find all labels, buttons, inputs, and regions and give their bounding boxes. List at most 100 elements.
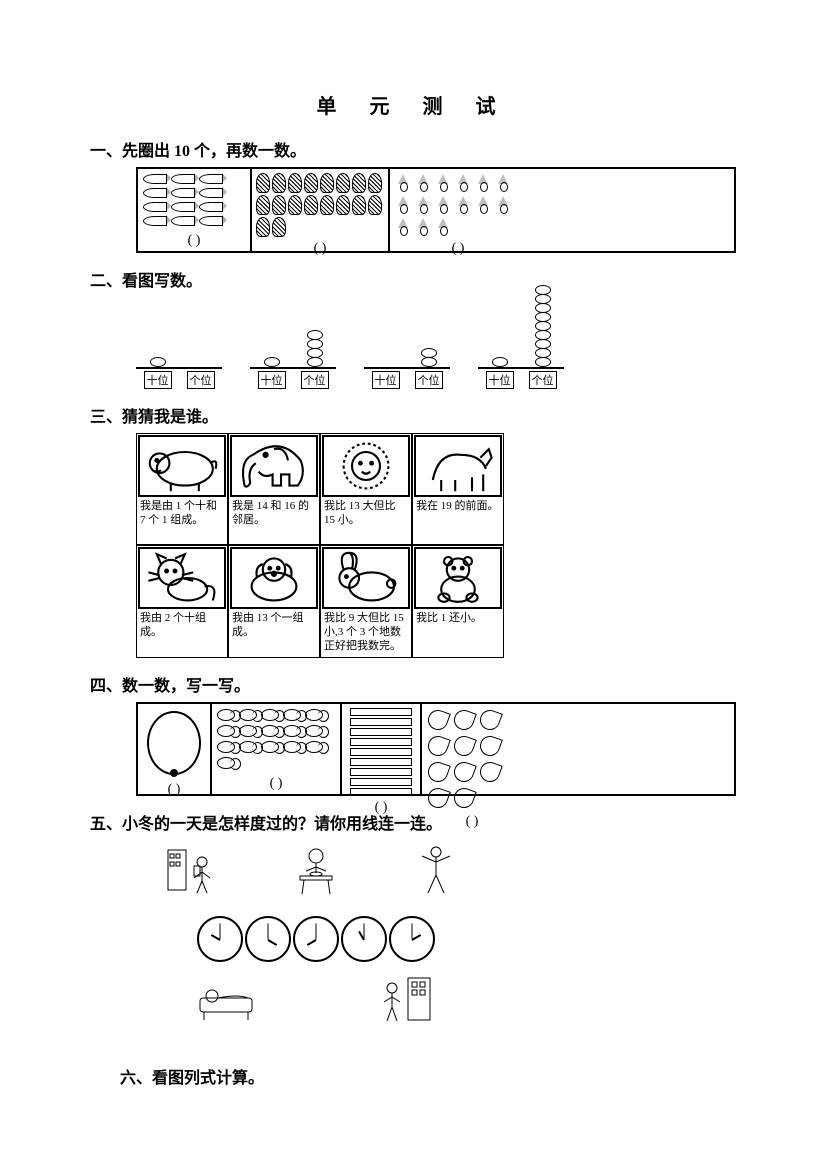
riddle-text: 我在 19 的前面。 [413, 498, 503, 544]
section5-matching [136, 840, 496, 1038]
bead-icon [264, 357, 280, 367]
section1-boxes: ( )( )( ) [136, 167, 736, 253]
abacus-0: 十位个位 [136, 297, 222, 389]
page-title: 单 元 测 试 [90, 90, 736, 119]
abacus-2: 十位个位 [364, 297, 450, 389]
answer-blank[interactable]: ( ) [252, 241, 388, 259]
riddle-text: 我比 1 还小。 [413, 610, 503, 656]
carrot-icon [352, 195, 366, 215]
abacus-rod [307, 331, 323, 367]
section6-heading: 六、看图列式计算。 [120, 1064, 736, 1088]
clock-0[interactable] [197, 916, 243, 962]
riddle-cell-1-0: 我由 2 个十组成。 [136, 545, 228, 658]
s1-cell-2: ( ) [390, 169, 526, 251]
peanut-icon [217, 709, 235, 721]
carrot-icon [304, 195, 318, 215]
section5-heading: 五、小冬的一天是怎样度过的？请你用线连一连。 [90, 810, 736, 834]
bar-icon [350, 728, 412, 736]
carrot-icon [352, 173, 366, 193]
riddle-text: 我由 13 个一组成。 [229, 610, 319, 656]
fish-icon [171, 216, 195, 226]
s1-items-carrot [252, 169, 388, 241]
carrot-icon [320, 173, 334, 193]
ones-label: 个位 [301, 371, 329, 389]
s1-items-shuttle [390, 169, 526, 241]
s4-cell-1: ( ) [212, 704, 342, 794]
clock-3[interactable] [341, 916, 387, 962]
tens-label: 十位 [258, 371, 286, 389]
shuttle-icon [456, 174, 470, 192]
shuttle-icon [416, 218, 430, 236]
shuttle-icon [436, 196, 450, 214]
activity-pic-bottom-0[interactable] [186, 968, 266, 1028]
peanut-icon [283, 741, 301, 753]
section1-heading: 一、先圈出 10 个，再数一数。 [90, 137, 736, 161]
s4-items-bar [342, 704, 420, 800]
flower-icon [451, 785, 477, 811]
s1-cell-1: ( ) [252, 169, 390, 251]
tens-label: 十位 [372, 371, 400, 389]
abacus-rod [535, 286, 551, 367]
clock-row [136, 916, 496, 962]
shuttle-icon [476, 196, 490, 214]
riddle-text: 我是 14 和 16 的邻居。 [229, 498, 319, 544]
peanut-icon [239, 725, 257, 737]
s1-items-fish [138, 169, 250, 233]
section3-heading: 三、猜猜我是谁。 [90, 403, 736, 427]
peanut-icon [305, 709, 323, 721]
section2-heading: 二、看图写数。 [90, 267, 736, 291]
worksheet-page: 单 元 测 试 一、先圈出 10 个，再数一数。 ( )( )( ) 二、看图写… [0, 0, 826, 1169]
abacus-rod [421, 349, 437, 367]
answer-blank[interactable]: ( ) [138, 233, 250, 251]
carrot-icon [272, 217, 286, 237]
activity-pic-top-1[interactable] [276, 840, 356, 900]
peanut-icon [305, 741, 323, 753]
riddle-cell-1-2: 我比 9 大但比 15 小,3 个 3 个地数正好把我数完。 [320, 545, 412, 658]
section4-boxes: ( )( )( )( ) [136, 702, 736, 796]
s4-items-peanut [212, 704, 340, 776]
riddle-text: 我是由 1 个十和 7 个 1 组成。 [137, 498, 227, 544]
riddle-text: 我比 13 大但比 15 小。 [321, 498, 411, 544]
abacus-rod [492, 358, 508, 367]
carrot-icon [256, 173, 270, 193]
bar-icon [350, 778, 412, 786]
abacus-rod [264, 358, 280, 367]
activity-pic-top-2[interactable] [396, 840, 476, 900]
activity-pic-top-0[interactable] [156, 840, 236, 900]
tens-label: 十位 [144, 371, 172, 389]
answer-blank[interactable]: ( ) [390, 241, 526, 259]
fish-icon [171, 188, 195, 198]
bar-icon [350, 758, 412, 766]
rabbit-icon [322, 547, 410, 609]
shuttle-icon [496, 196, 510, 214]
carrot-icon [288, 173, 302, 193]
carrot-icon [256, 217, 270, 237]
fish-icon [199, 174, 223, 184]
activity-pic-bottom-1[interactable] [366, 968, 446, 1028]
shuttle-icon [396, 174, 410, 192]
s4-items-flower [422, 704, 522, 814]
fish-icon [143, 174, 167, 184]
answer-blank[interactable]: ( ) [138, 782, 210, 800]
riddle-cell-0-3: 我在 19 的前面。 [412, 433, 504, 545]
section3-grid: 我是由 1 个十和 7 个 1 组成。我是 14 和 16 的邻居。我比 13 … [136, 433, 506, 658]
clock-1[interactable] [245, 916, 291, 962]
flower-icon [425, 785, 451, 811]
clock-2[interactable] [293, 916, 339, 962]
s4-cell-0: ( ) [138, 704, 212, 794]
horse-icon [414, 435, 502, 497]
fish-icon [143, 188, 167, 198]
clock-4[interactable] [389, 916, 435, 962]
shuttle-icon [496, 174, 510, 192]
answer-blank[interactable]: ( ) [212, 776, 340, 794]
peanut-icon [261, 725, 279, 737]
bead-icon [421, 357, 437, 367]
bear-icon [414, 547, 502, 609]
fish-icon [171, 202, 195, 212]
peanut-icon [239, 741, 257, 753]
section2-abaci: 十位个位十位个位十位个位十位个位 [136, 297, 736, 389]
s4-cell-2: ( ) [342, 704, 422, 794]
riddle-cell-1-3: 我比 1 还小。 [412, 545, 504, 658]
flower-icon [477, 707, 503, 733]
ones-label: 个位 [415, 371, 443, 389]
